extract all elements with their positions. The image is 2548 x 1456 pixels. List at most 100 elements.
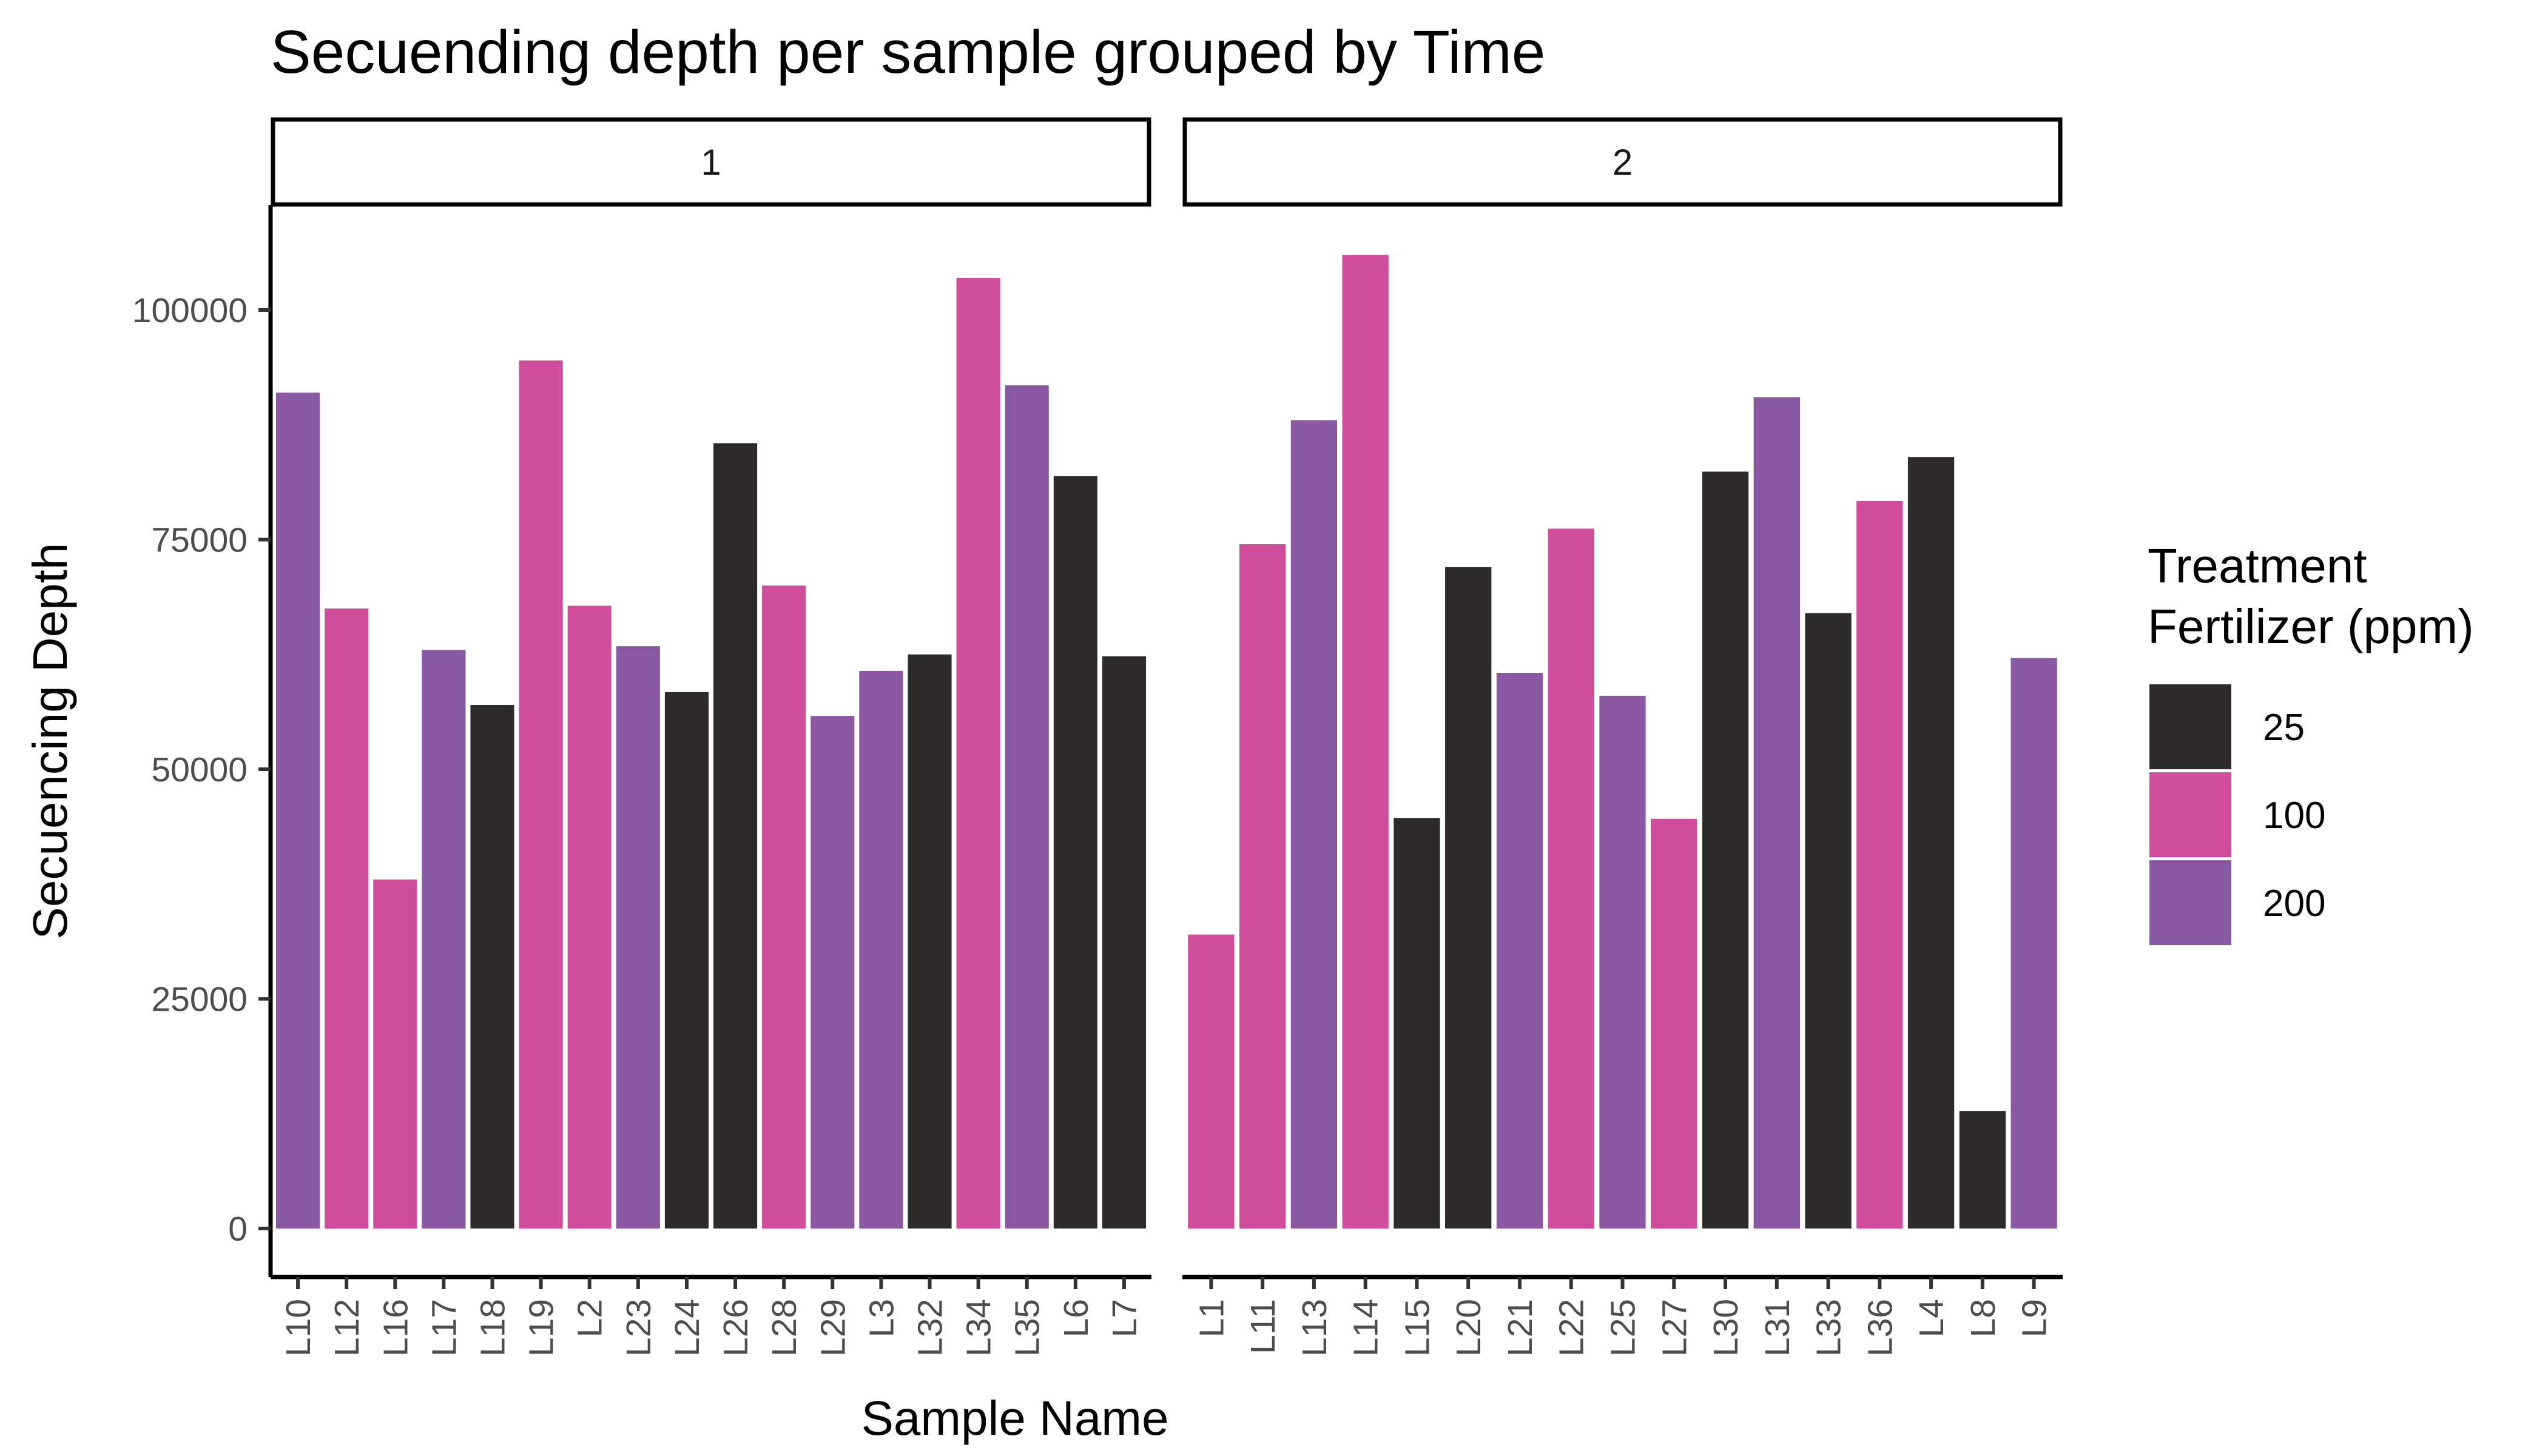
facet-panel-1: 1 L10 L12 L16 L17 L18 L19 L2 L23 L24 L26 L28 L29 L3 L3… xyxy=(271,117,1151,1357)
legend-items: 25 100 200 xyxy=(2149,684,2325,945)
bar-L30 xyxy=(1702,471,1749,1228)
legend: Treatment Fertilizer (ppm) 25 100 200 xyxy=(2148,539,2474,945)
x-tick-label: L13 xyxy=(1295,1299,1334,1357)
x-tick-label: L18 xyxy=(474,1299,513,1357)
x-tick-label: L16 xyxy=(376,1299,415,1357)
bar-L4 xyxy=(1907,457,1955,1228)
y-tick-label: 100000 xyxy=(132,291,248,330)
x-tick-label: L34 xyxy=(960,1299,999,1357)
legend-swatch xyxy=(2149,772,2231,857)
legend-item: 200 xyxy=(2149,860,2325,945)
legend-swatch xyxy=(2149,860,2231,945)
x-axis-title: Sample Name xyxy=(861,1391,1169,1445)
x-tick-label: L25 xyxy=(1604,1299,1643,1357)
bar-L29 xyxy=(811,716,855,1228)
facet-panel-2: 2 L1 L11 L13 L14 L15 L20 L21 L22 L25 L27 L30 L31 L33 L… xyxy=(1182,117,2063,1357)
bar-L10 xyxy=(276,393,320,1228)
x-tick-label: L20 xyxy=(1449,1299,1488,1357)
x-tick-label: L27 xyxy=(1655,1299,1694,1357)
x-tick-label: L31 xyxy=(1758,1299,1797,1357)
legend-title-line-1: Treatment xyxy=(2148,539,2367,593)
bar-L9 xyxy=(2010,658,2057,1228)
x-tick-label: L29 xyxy=(814,1299,852,1357)
x-tick-label: L32 xyxy=(911,1299,950,1357)
y-tick-label: 25000 xyxy=(151,980,248,1019)
x-tick-label: L35 xyxy=(1008,1299,1047,1357)
bar-L1 xyxy=(1188,934,1235,1228)
x-tick-label: L14 xyxy=(1347,1299,1386,1357)
bar-L3 xyxy=(859,671,903,1228)
x-tick-label: L2 xyxy=(571,1299,610,1337)
bar-L21 xyxy=(1496,673,1543,1228)
bar-L28 xyxy=(762,585,806,1229)
x-tick-label: L7 xyxy=(1105,1299,1144,1337)
legend-item: 25 xyxy=(2149,684,2305,769)
bar-L13 xyxy=(1290,420,1338,1229)
facet-strip xyxy=(271,117,1151,207)
x-tick-label: L11 xyxy=(1244,1299,1282,1354)
bar-L18 xyxy=(470,705,514,1228)
x-tick-label: L8 xyxy=(1964,1299,2003,1337)
bar-L34 xyxy=(956,278,1000,1228)
y-tick-label: 50000 xyxy=(151,750,248,789)
x-tick-label: L3 xyxy=(862,1299,901,1337)
x-tick-label: L26 xyxy=(716,1299,755,1357)
chart-title: Secuending depth per sample grouped by T… xyxy=(271,18,1545,86)
y-tick-label: 0 xyxy=(228,1210,248,1249)
x-tick-label: L24 xyxy=(668,1299,707,1357)
bar-L20 xyxy=(1445,567,1492,1229)
bar-L36 xyxy=(1856,500,1903,1228)
x-tick-label: L12 xyxy=(328,1299,366,1357)
facet-strip xyxy=(1182,117,2063,207)
bar-L6 xyxy=(1053,476,1097,1229)
x-tick-label: L22 xyxy=(1552,1299,1591,1357)
x-tick-label: L17 xyxy=(425,1299,463,1357)
bar-L19 xyxy=(519,360,563,1228)
x-tick-label: L15 xyxy=(1398,1299,1437,1357)
bar-L35 xyxy=(1005,385,1049,1229)
bar-L25 xyxy=(1599,695,1646,1228)
x-tick-label: L33 xyxy=(1810,1299,1849,1357)
x-tick-label: L4 xyxy=(1912,1299,1951,1337)
y-axis: 0 25000 50000 75000 100000 xyxy=(132,205,273,1277)
x-tick-label: L36 xyxy=(1861,1299,1899,1357)
y-axis-title: Secuencing Depth xyxy=(23,543,77,940)
x-tick-label: L28 xyxy=(765,1299,804,1357)
bar-L26 xyxy=(713,443,758,1228)
bar-L7 xyxy=(1102,656,1146,1228)
legend-label: 100 xyxy=(2263,795,2325,837)
legend-label: 200 xyxy=(2263,883,2325,925)
x-tick-label: L10 xyxy=(279,1299,318,1357)
bar-L31 xyxy=(1753,397,1800,1228)
bar-L33 xyxy=(1805,613,1852,1228)
x-tick-label: L23 xyxy=(619,1299,658,1357)
x-tick-label: L30 xyxy=(1707,1299,1745,1357)
bar-L22 xyxy=(1548,528,1594,1228)
x-tick-label: L19 xyxy=(522,1299,561,1357)
bar-L2 xyxy=(567,605,612,1228)
facet-strip-label: 1 xyxy=(701,142,721,183)
bar-L24 xyxy=(664,692,709,1228)
legend-label: 25 xyxy=(2263,707,2305,749)
bar-L23 xyxy=(616,646,660,1228)
x-tick-label: L9 xyxy=(2015,1299,2054,1337)
bar-L12 xyxy=(325,608,369,1228)
bar-L11 xyxy=(1239,544,1286,1228)
facet-strip-label: 2 xyxy=(1613,142,1633,183)
legend-title-line-2: Fertilizer (ppm) xyxy=(2148,599,2474,653)
bar-L17 xyxy=(422,650,466,1228)
bar-L32 xyxy=(908,654,952,1228)
x-tick-label: L1 xyxy=(1192,1299,1231,1337)
bar-L27 xyxy=(1651,818,1697,1228)
bar-L16 xyxy=(373,879,417,1228)
y-tick-label: 75000 xyxy=(151,521,248,560)
bar-L14 xyxy=(1342,255,1389,1228)
bar-L8 xyxy=(1959,1111,2006,1228)
x-tick-label: L6 xyxy=(1057,1299,1096,1337)
legend-item: 100 xyxy=(2149,772,2325,857)
x-tick-label: L21 xyxy=(1501,1299,1540,1357)
bar-L15 xyxy=(1394,818,1440,1228)
legend-swatch xyxy=(2149,684,2231,769)
